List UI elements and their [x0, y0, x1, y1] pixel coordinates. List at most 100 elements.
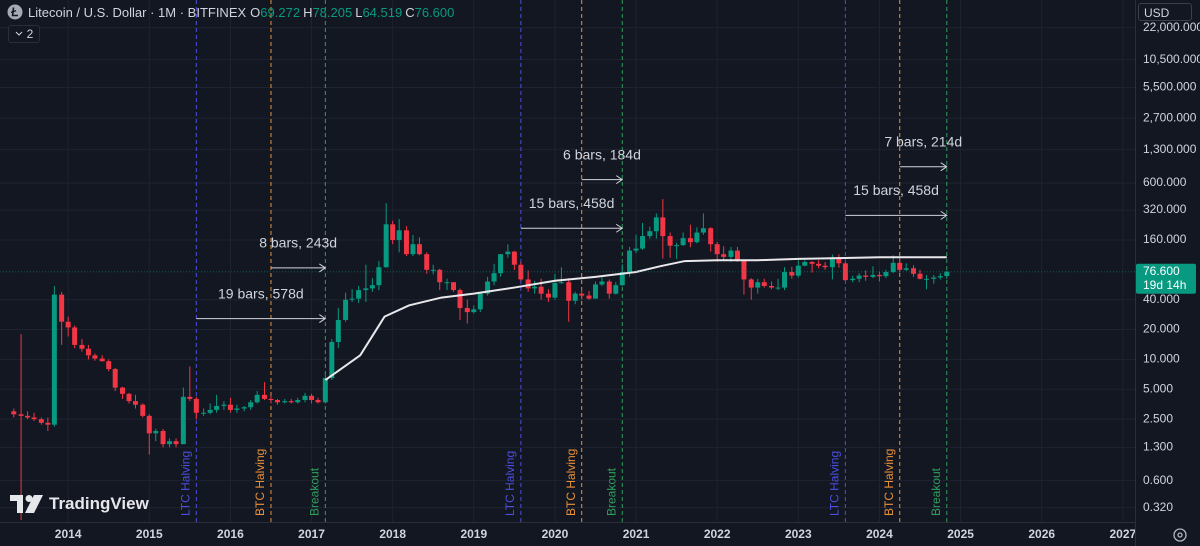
- candle-body: [65, 321, 71, 328]
- candle-body: [437, 269, 443, 283]
- candle-body: [227, 404, 233, 410]
- range-label: 7 bars, 214d: [884, 133, 962, 149]
- candle-body: [383, 224, 389, 268]
- candle-body: [937, 276, 943, 278]
- candle-body: [207, 409, 213, 413]
- y-tick-label: 22,000.000: [1143, 20, 1200, 34]
- candle-body: [31, 417, 37, 420]
- candle-body: [241, 407, 247, 409]
- candle-body: [491, 273, 497, 282]
- symbol-title[interactable]: Litecoin / U.S. Dollar · 1M · BITFINEX: [28, 4, 247, 20]
- candle-body: [714, 244, 720, 255]
- candle-body: [741, 260, 747, 280]
- brand-name: TradingView: [49, 494, 149, 513]
- candle-body: [261, 394, 267, 399]
- candle-body: [282, 401, 288, 403]
- candle-body: [335, 319, 341, 342]
- candle-body: [775, 287, 781, 289]
- candle-body: [268, 398, 274, 401]
- event-label: BTC Halving: [564, 449, 578, 516]
- candle-body: [349, 298, 355, 300]
- candle-body: [464, 307, 470, 313]
- candle-body: [748, 279, 754, 288]
- range-label: 15 bars, 458d: [529, 195, 615, 211]
- candle-body: [911, 268, 917, 274]
- candle-body: [51, 294, 57, 425]
- candle-body: [923, 278, 929, 280]
- candle-body: [931, 277, 937, 279]
- indicators-toggle[interactable]: 2: [8, 25, 40, 43]
- candle-body: [700, 228, 706, 233]
- candle-body: [112, 369, 118, 388]
- x-tick-label: 2026: [1028, 527, 1055, 541]
- brand-icon: [10, 495, 43, 513]
- candle-body: [558, 282, 564, 284]
- candle-body: [755, 282, 761, 288]
- candle-body: [836, 257, 842, 264]
- candle-body: [694, 232, 700, 243]
- event-label: Breakout: [308, 467, 322, 516]
- candle-body: [680, 238, 686, 246]
- candle-body: [538, 286, 544, 294]
- candle-body: [106, 361, 112, 370]
- candle-body: [444, 282, 450, 284]
- candle-body: [120, 387, 126, 394]
- candle-body: [356, 290, 362, 299]
- currency-button[interactable]: USD: [1138, 3, 1192, 21]
- x-tick-label: 2015: [136, 527, 163, 541]
- candle-body: [687, 238, 693, 243]
- candle-body: [403, 230, 409, 255]
- settings-button[interactable]: [1172, 527, 1188, 543]
- candle-body: [167, 441, 173, 445]
- candle-body: [505, 251, 511, 255]
- candle-body: [566, 282, 572, 301]
- candle-body: [721, 254, 727, 257]
- price-tag: [1136, 263, 1196, 294]
- candle-body: [802, 261, 808, 266]
- ohlc-key: O: [250, 4, 261, 20]
- indicator-count: 2: [26, 27, 34, 41]
- candle-body: [234, 408, 240, 410]
- candle-body: [809, 261, 815, 264]
- y-tick-label: 10.000: [1143, 352, 1180, 366]
- x-tick-label: 2020: [542, 527, 569, 541]
- ohlc-key: C: [405, 4, 415, 20]
- candle-body: [890, 262, 896, 273]
- y-tick-label: 320.000: [1143, 202, 1187, 216]
- candle-body: [518, 264, 524, 280]
- candle-body: [329, 341, 335, 378]
- candle-body: [850, 278, 856, 281]
- candle-body: [903, 268, 909, 270]
- candle-body: [619, 272, 625, 286]
- candle-body: [782, 272, 788, 288]
- candle-body: [897, 262, 903, 270]
- y-tick-label: 2.500: [1143, 411, 1173, 425]
- x-tick-label: 2022: [704, 527, 731, 541]
- candle-body: [863, 275, 869, 277]
- x-tick-label: 2023: [785, 527, 812, 541]
- candle-body: [201, 412, 207, 414]
- x-tick-label: 2027: [1109, 527, 1136, 541]
- candle-body: [11, 411, 17, 415]
- range-label: 8 bars, 243d: [259, 235, 337, 251]
- ohlc-key: L: [355, 4, 363, 20]
- candle-body: [390, 224, 396, 240]
- range-label: 19 bars, 578d: [218, 285, 304, 301]
- candle-body: [79, 344, 85, 349]
- ohlc-value: 76.600: [414, 4, 455, 20]
- candle-body: [708, 228, 714, 245]
- candle-body: [477, 293, 483, 310]
- event-label: Breakout: [604, 467, 618, 516]
- candle-body: [613, 285, 619, 294]
- candle-body: [153, 431, 159, 434]
- y-tick-label: 40.000: [1143, 292, 1180, 306]
- y-tick-label: 160.000: [1143, 232, 1187, 246]
- candle-body: [193, 398, 199, 413]
- candle-body: [187, 396, 193, 399]
- candle-body: [842, 263, 848, 281]
- ohlc-value: 69.272: [260, 4, 301, 20]
- candle-body: [309, 395, 315, 401]
- candle-body: [248, 402, 254, 408]
- candle-body: [410, 244, 416, 255]
